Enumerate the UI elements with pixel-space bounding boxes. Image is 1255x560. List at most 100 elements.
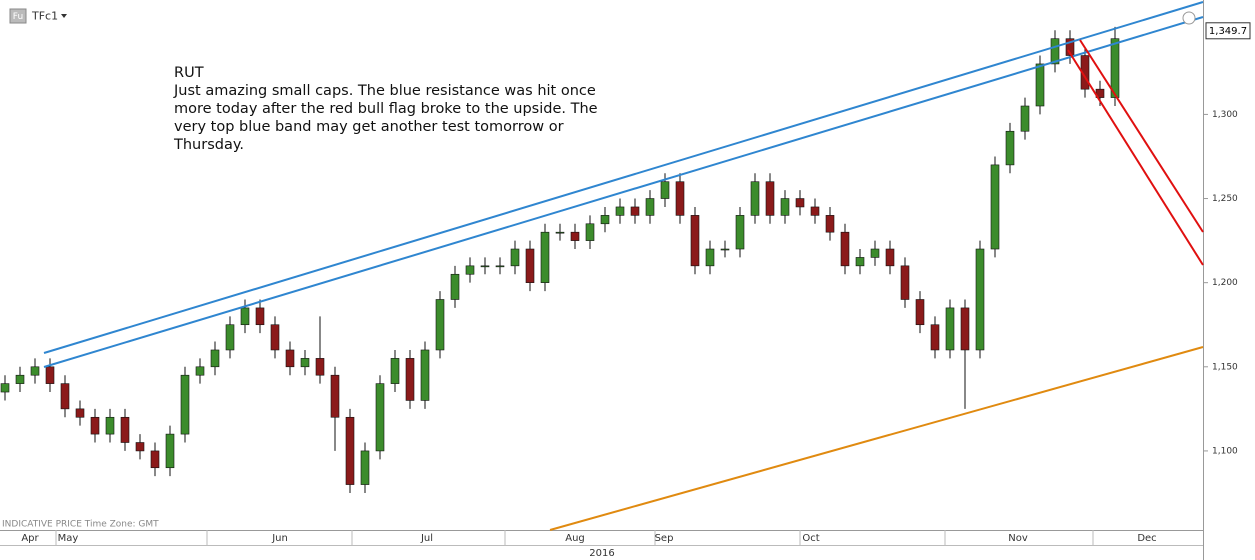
candle-body [345, 416, 355, 485]
candle-body [195, 366, 205, 376]
candle-body [450, 273, 460, 300]
candle-body [735, 215, 745, 250]
candle-body [720, 248, 730, 251]
candle-body [705, 248, 715, 267]
x-tick-label: Jun [271, 533, 288, 544]
candle-body [30, 366, 40, 376]
candle-body [855, 257, 865, 267]
candle-body [405, 358, 415, 401]
y-tick-label: 1,300 [1212, 110, 1238, 120]
annotation-line: Thursday. [174, 137, 244, 153]
x-tick-label: Dec [1137, 533, 1156, 544]
trendline [43, 1, 1204, 354]
candle-body [315, 358, 325, 376]
trendline [1067, 49, 1204, 266]
candle-body [630, 206, 640, 216]
candle-body [525, 248, 535, 283]
candle-body [840, 231, 850, 267]
x-tick-label: Nov [1008, 533, 1028, 544]
candle-body [495, 265, 505, 268]
annotation-line: very top blue band may get another test … [174, 119, 564, 135]
candle-body [0, 383, 10, 393]
annotation-line: more today after the red bull flag broke… [174, 101, 598, 117]
candle-body [960, 307, 970, 351]
x-tick-label: Jul [420, 533, 433, 544]
footer-note: INDICATIVE PRICE Time Zone: GMT [2, 520, 159, 530]
candle-body [210, 349, 220, 368]
annotation-line: Just amazing small caps. The blue resist… [174, 83, 596, 99]
candle-body [690, 215, 700, 267]
candle-body [1005, 130, 1015, 166]
candle-body [1035, 63, 1045, 107]
candle-body [795, 198, 805, 208]
symbol-badge: Fu [13, 12, 23, 22]
candle-body [165, 433, 175, 469]
candle-body [600, 215, 610, 225]
y-tick-label: 1,150 [1212, 362, 1238, 372]
candle-body [390, 358, 400, 384]
candle-body [870, 248, 880, 258]
year-label: 2016 [589, 548, 614, 559]
candle-body [660, 181, 670, 199]
symbol[interactable]: TFc1 [31, 10, 58, 23]
candle-body [255, 307, 265, 326]
candle-body [1020, 105, 1030, 132]
candle-body [105, 416, 115, 435]
candle-body [750, 181, 760, 216]
candle-body [975, 248, 985, 351]
candle-body [75, 408, 85, 418]
last-price-label: 1,349.7 [1209, 26, 1247, 37]
candle-body [945, 307, 955, 351]
trendline [549, 346, 1204, 531]
candle-body [990, 164, 1000, 250]
candle-body [150, 450, 160, 469]
candle-body [540, 231, 550, 283]
candle-body [60, 383, 70, 410]
candle-body [435, 299, 445, 351]
candle-body [1110, 38, 1120, 98]
candle-body [330, 374, 340, 418]
last-price-box [1205, 22, 1251, 40]
candle-body [90, 416, 100, 435]
x-tick-label: Oct [802, 533, 819, 544]
candle-body [45, 366, 55, 384]
candle-body [420, 349, 430, 401]
marks [0, 26, 1120, 493]
x-tick-label: Sep [655, 533, 674, 544]
annotation-line: RUT [174, 65, 204, 81]
trendline [1079, 39, 1204, 233]
candle-body [1050, 38, 1060, 65]
candle-body [780, 198, 790, 216]
candle-body [585, 223, 595, 241]
candle-body [285, 349, 295, 368]
trendline [43, 16, 1204, 368]
candle-body [180, 374, 190, 435]
candle-body [465, 265, 475, 275]
candle-body [570, 231, 580, 241]
y-tick-label: 1,200 [1212, 278, 1238, 288]
candle-body [360, 450, 370, 485]
candle-body [15, 374, 25, 384]
annotation: RUT Just amazing small caps. The blue re… [174, 64, 598, 154]
clock-icon[interactable] [1182, 11, 1196, 25]
candle-body [120, 416, 130, 443]
candle-body [270, 324, 280, 351]
candle-body [675, 181, 685, 216]
x-tick-label: Aug [565, 533, 585, 544]
candle-body [480, 265, 490, 268]
candle-body [915, 299, 925, 326]
dropdown-arrow[interactable] [61, 14, 67, 18]
candle-body [900, 265, 910, 300]
badge [9, 8, 27, 24]
x-tick-label: Apr [21, 533, 39, 544]
candle-body [510, 248, 520, 267]
candle-body [645, 198, 655, 216]
candle-body [225, 324, 235, 351]
candle-body [240, 307, 250, 326]
x-tick-label: May [58, 533, 79, 544]
candle-body [300, 358, 310, 368]
candle-body [930, 324, 940, 351]
